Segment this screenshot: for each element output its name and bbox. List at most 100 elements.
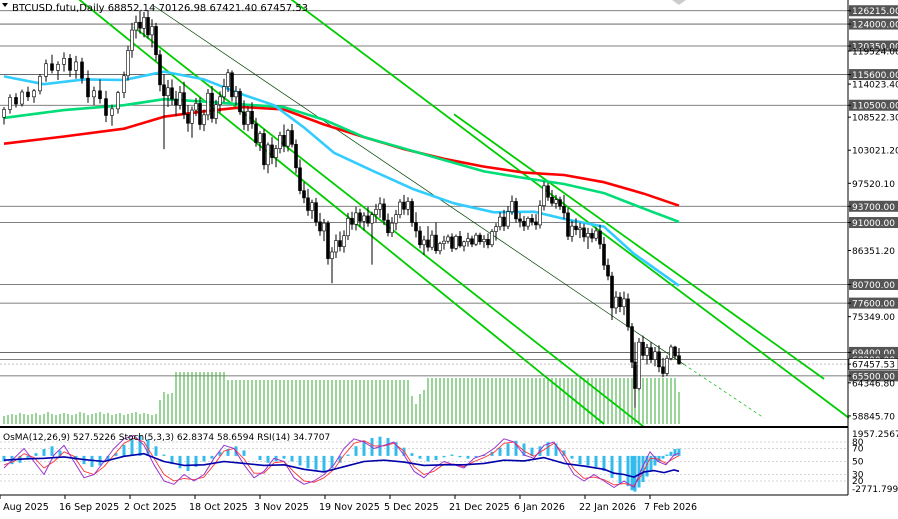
osma-histogram-bar bbox=[58, 450, 62, 456]
time-axis-label: 19 Nov 2025 bbox=[319, 502, 380, 513]
oscillator-axis-label: 70 bbox=[852, 445, 864, 455]
candle-body-bear bbox=[26, 91, 30, 98]
candle-body-bear bbox=[104, 98, 108, 116]
candle-body-bear bbox=[574, 225, 578, 231]
osma-histogram-bar bbox=[130, 438, 134, 456]
candle-body-bull bbox=[494, 226, 498, 232]
osma-histogram-bar bbox=[114, 453, 118, 456]
osma-histogram-bar bbox=[242, 450, 246, 456]
osma-histogram-bar bbox=[657, 455, 661, 462]
osma-histogram-bar bbox=[673, 449, 677, 456]
time-axis-label: 16 Sep 2025 bbox=[59, 502, 119, 513]
candle-body-bull bbox=[266, 144, 270, 166]
candle-body-bull bbox=[8, 97, 12, 110]
candle-body-bear bbox=[661, 366, 665, 374]
candle-body-bull bbox=[578, 227, 582, 231]
osma-histogram-bar bbox=[282, 455, 286, 459]
candle-body-bear bbox=[590, 233, 594, 239]
candle-body-bear bbox=[314, 202, 318, 223]
osma-histogram-bar bbox=[626, 455, 630, 487]
candle-body-bear bbox=[386, 219, 390, 234]
osma-histogram-bar bbox=[458, 455, 462, 458]
osma-histogram-bar bbox=[653, 455, 657, 466]
candle-body-bull bbox=[330, 251, 334, 259]
candle-body-bull bbox=[322, 222, 326, 232]
osma-histogram-bar bbox=[354, 446, 358, 456]
price-level-tag bbox=[849, 346, 898, 358]
candle-body-bull bbox=[526, 218, 530, 227]
osma-histogram-bar bbox=[645, 455, 649, 477]
osma-histogram-bar bbox=[154, 446, 158, 456]
candle-body-bear bbox=[534, 221, 538, 226]
price-axis-label: 119524.00 bbox=[852, 47, 898, 57]
scroll-marker-icon[interactable] bbox=[672, 0, 686, 5]
candle-body-bear bbox=[186, 113, 190, 124]
candle-body-bear bbox=[562, 205, 566, 214]
candle-body-bear bbox=[358, 212, 362, 222]
candle-body-bear bbox=[470, 238, 474, 245]
oscillator-axis-label: 50 bbox=[852, 458, 864, 468]
time-axis-label: 21 Dec 2025 bbox=[449, 502, 510, 513]
rsi-line bbox=[3, 452, 680, 478]
candle-body-bull bbox=[438, 243, 442, 252]
candle-body-bear bbox=[182, 92, 186, 115]
candle-body-bear bbox=[174, 98, 178, 106]
candle-body-bear bbox=[250, 110, 254, 125]
candle-body-bear bbox=[450, 236, 454, 249]
candle-body-bull bbox=[62, 58, 66, 65]
candle-body-bull bbox=[218, 96, 222, 105]
candle-body-bear bbox=[302, 190, 306, 199]
candle-body-bull bbox=[594, 230, 598, 239]
price-level-tag bbox=[849, 5, 898, 17]
candle-body-bull bbox=[637, 341, 641, 389]
candle-body-bull bbox=[482, 239, 486, 243]
candle-body-bear bbox=[298, 167, 302, 191]
candle-body-bear bbox=[518, 218, 522, 222]
osma-histogram-bar bbox=[578, 455, 582, 465]
candle-body-bull bbox=[342, 235, 346, 247]
candle-body-bull bbox=[110, 108, 114, 116]
candle-body-bear bbox=[414, 222, 418, 232]
price-axis-label: 108522.30 bbox=[852, 114, 898, 124]
price-level-tag bbox=[849, 69, 898, 81]
candle-body-bull bbox=[374, 208, 378, 216]
candle-body-bull bbox=[586, 233, 590, 238]
dropdown-triangle-icon[interactable] bbox=[2, 3, 8, 7]
candle-body-bull bbox=[234, 91, 238, 98]
time-axis-label: 7 Feb 2026 bbox=[644, 502, 697, 513]
candle-body-bear bbox=[566, 212, 570, 237]
candle-body-bear bbox=[546, 185, 550, 198]
candle-body-bull bbox=[206, 92, 210, 116]
oscillator-axis-label: 30 bbox=[852, 471, 864, 481]
candle-body-bull bbox=[645, 347, 649, 356]
symbol-info-label: BTCUSD.futu,Daily 68852.14 70126.98 6742… bbox=[12, 3, 308, 14]
price-axis-label: 86351.20 bbox=[852, 247, 895, 257]
osma-histogram-bar bbox=[266, 455, 270, 463]
price-level-tag bbox=[849, 200, 898, 212]
candle-body-bear bbox=[530, 218, 534, 223]
candle-body-bear bbox=[146, 17, 150, 36]
candle-body-bull bbox=[274, 148, 278, 158]
candle-body-bull bbox=[362, 215, 366, 222]
osma-histogram-bar bbox=[630, 455, 634, 491]
candle-body-bull bbox=[542, 185, 546, 206]
osma-histogram-bar bbox=[554, 443, 558, 456]
candle-body-bull bbox=[370, 214, 374, 224]
candle-body-bear bbox=[210, 92, 214, 119]
candle-body-bull bbox=[166, 87, 170, 96]
candle-body-bull bbox=[202, 114, 206, 125]
candle-body-bull bbox=[466, 238, 470, 243]
osma-histogram-bar bbox=[498, 447, 502, 456]
candle-body-bull bbox=[474, 234, 478, 245]
candle-body-bull bbox=[92, 90, 96, 98]
candle-body-bull bbox=[510, 201, 514, 212]
candle-body-bull bbox=[130, 29, 134, 51]
candle-body-bull bbox=[498, 216, 502, 228]
candle-body-bull bbox=[222, 86, 226, 98]
stochastic-main-line bbox=[3, 435, 680, 488]
osma-histogram-bar bbox=[146, 439, 150, 456]
osma-histogram-bar bbox=[170, 455, 174, 465]
candle-body-bull bbox=[32, 90, 36, 98]
